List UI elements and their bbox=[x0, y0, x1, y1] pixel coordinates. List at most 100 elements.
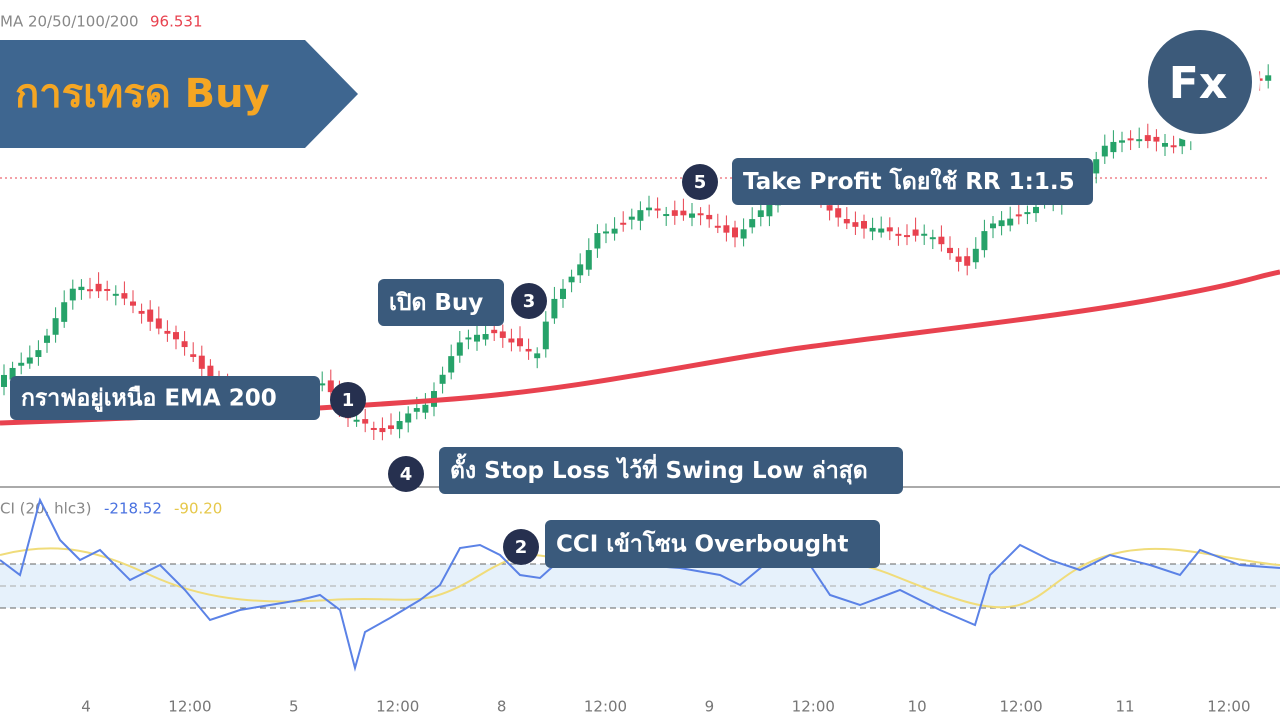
annotation-box bbox=[439, 447, 903, 494]
candle-body bbox=[1024, 212, 1031, 215]
candle-body bbox=[620, 222, 627, 225]
candle-body bbox=[112, 293, 119, 296]
candle-body bbox=[405, 413, 412, 423]
candle-body bbox=[921, 233, 928, 236]
candle-body bbox=[585, 250, 592, 270]
candle-body bbox=[1153, 136, 1160, 142]
candle-body bbox=[353, 419, 360, 422]
candle-body bbox=[1110, 141, 1117, 153]
candle-body bbox=[577, 264, 584, 276]
cci-label: CI (20, hlc3) bbox=[0, 500, 91, 518]
candle-body bbox=[190, 354, 197, 357]
candle-body bbox=[714, 225, 721, 228]
candle-body bbox=[1179, 137, 1186, 147]
step-badge bbox=[503, 529, 539, 565]
candle-body bbox=[147, 309, 154, 322]
candle-body bbox=[955, 256, 962, 262]
annotation-box bbox=[378, 279, 504, 326]
candle-body bbox=[87, 289, 93, 292]
candle-body bbox=[379, 428, 386, 433]
candle-body bbox=[1119, 140, 1125, 143]
candle-body bbox=[1136, 139, 1143, 142]
candle-body bbox=[637, 210, 644, 221]
candle-body bbox=[861, 221, 867, 229]
candle-body bbox=[869, 227, 876, 232]
candle-body bbox=[981, 231, 988, 251]
annotation-text: เปิด Buy bbox=[389, 290, 483, 316]
time-label: 12:00 bbox=[376, 698, 419, 716]
candle-body bbox=[972, 248, 979, 263]
logo bbox=[1148, 30, 1252, 134]
cci-ma-value: -90.20 bbox=[174, 500, 222, 518]
candle-body bbox=[482, 334, 489, 340]
candle-body bbox=[78, 286, 85, 291]
candle-body bbox=[611, 228, 618, 234]
candle-body bbox=[439, 374, 446, 384]
annotation-box bbox=[10, 376, 320, 420]
time-label: 11 bbox=[1115, 698, 1134, 716]
time-label: 12:00 bbox=[792, 698, 835, 716]
candle-body bbox=[723, 225, 730, 233]
candle-body bbox=[173, 332, 179, 340]
candle-body bbox=[491, 329, 498, 334]
candle-body bbox=[689, 213, 695, 218]
cci-line bbox=[0, 497, 1280, 672]
candle-body bbox=[121, 293, 128, 299]
time-label: 10 bbox=[908, 698, 927, 716]
candle-body bbox=[904, 235, 910, 238]
ema-value: 96.531 bbox=[150, 13, 203, 31]
candle-body bbox=[603, 231, 609, 234]
candle-body bbox=[551, 298, 558, 319]
candle-body bbox=[388, 425, 394, 429]
candle-body bbox=[749, 219, 756, 228]
time-label: 12:00 bbox=[168, 698, 211, 716]
candle-body bbox=[1101, 145, 1108, 157]
step-badge bbox=[330, 382, 366, 418]
candle-body bbox=[413, 408, 420, 412]
candle-body bbox=[396, 421, 403, 430]
candle-body bbox=[517, 338, 523, 347]
candle-body bbox=[706, 214, 713, 220]
candle-body bbox=[680, 210, 687, 216]
candle-body bbox=[198, 355, 205, 369]
candle-body bbox=[964, 256, 971, 266]
candle-body bbox=[18, 362, 25, 366]
candle-body bbox=[138, 310, 145, 314]
time-label: 9 bbox=[705, 698, 715, 716]
candle-body bbox=[947, 247, 953, 254]
candle-body bbox=[164, 330, 171, 334]
candle-body bbox=[1, 374, 7, 387]
candle-body bbox=[594, 233, 601, 249]
step-number: 5 bbox=[694, 172, 707, 193]
step-badge bbox=[388, 456, 424, 492]
candle-body bbox=[697, 213, 704, 216]
candle-body bbox=[499, 331, 506, 338]
candle-body bbox=[422, 404, 429, 413]
step-badge bbox=[511, 283, 547, 319]
candle-body bbox=[998, 220, 1005, 227]
time-axis: 4 12:00 5 12:00 8 12:00 9 12:00 10 12:00 11 12:00 bbox=[81, 698, 1250, 716]
annotation-box bbox=[732, 158, 1093, 205]
annotation-box bbox=[545, 520, 880, 568]
step-number: 1 bbox=[342, 390, 355, 411]
candle-body bbox=[646, 207, 652, 211]
logo-text: Fx bbox=[1169, 58, 1227, 109]
title: การเทรด Buy bbox=[15, 71, 270, 117]
candle-body bbox=[95, 283, 102, 292]
candle-body bbox=[534, 353, 541, 359]
step-badge bbox=[682, 164, 718, 200]
ema-label: MA 20/50/100/200 bbox=[0, 13, 139, 31]
annotations: กราฟอยู่เหนือ EMA 200 1 CCI เข้าโซน Overbo… bbox=[10, 158, 1093, 568]
step-number: 3 bbox=[523, 291, 536, 312]
candle-body bbox=[1015, 214, 1022, 217]
candle-body bbox=[852, 222, 859, 227]
candle-body bbox=[155, 318, 162, 329]
candle-body bbox=[52, 318, 59, 335]
annotation-text: กราฟอยู่เหนือ EMA 200 bbox=[21, 386, 277, 413]
candle-body bbox=[766, 203, 773, 217]
annotation-text: ตั้ง Stop Loss ไว้ที่ Swing Low ล่าสุด bbox=[450, 453, 868, 485]
step-number: 2 bbox=[515, 537, 528, 558]
candle-body bbox=[207, 365, 214, 380]
candle-body bbox=[181, 341, 188, 348]
candle-body bbox=[542, 321, 549, 350]
